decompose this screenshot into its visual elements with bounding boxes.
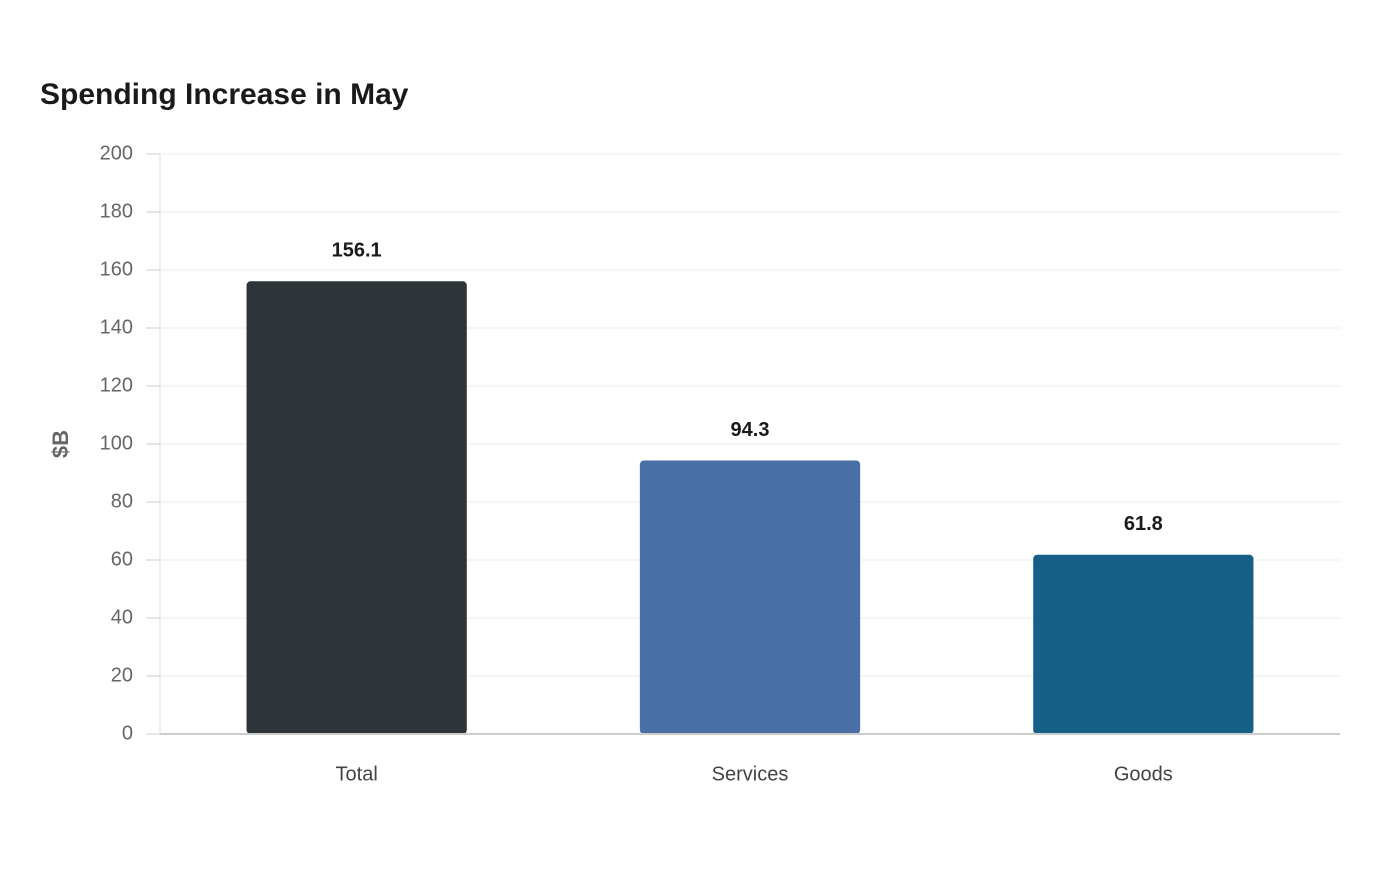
data-label: 156.1 (332, 240, 382, 262)
x-tick-label: Total (336, 763, 378, 785)
chart-title: Spending Increase in May (40, 78, 409, 111)
data-label: 94.3 (731, 419, 770, 441)
y-tick-label: 80 (111, 490, 133, 512)
y-tick-label: 0 (122, 722, 133, 744)
y-tick-label: 200 (100, 142, 133, 164)
y-axis-label: $B (48, 430, 73, 458)
y-tick-label: 160 (100, 258, 133, 280)
y-tick-label: 60 (111, 548, 133, 570)
bar (246, 281, 467, 734)
bar (639, 460, 861, 734)
y-tick-label: 140 (100, 316, 133, 338)
y-tick-label: 120 (100, 374, 133, 396)
data-label: 61.8 (1124, 513, 1163, 535)
x-tick-label: Services (712, 763, 789, 785)
y-tick-label: 40 (111, 606, 133, 628)
x-tick-label: Goods (1114, 763, 1173, 785)
bar (1033, 554, 1254, 734)
y-tick-label: 20 (111, 664, 133, 686)
y-tick-label: 100 (100, 432, 133, 454)
y-tick-label: 180 (100, 200, 133, 222)
